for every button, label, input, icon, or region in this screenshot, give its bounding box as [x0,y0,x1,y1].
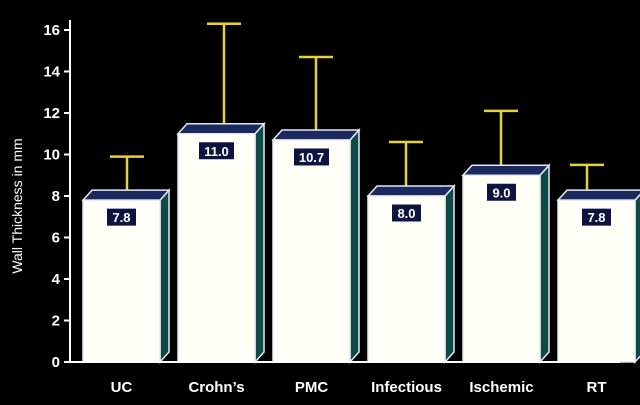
bar-side-face [159,188,170,364]
x-category-label: Crohn’s [188,379,244,396]
x-category-label: Ischemic [469,379,533,396]
bar [367,195,446,363]
y-tick-label: 0 [52,354,60,371]
bars-layer: 7.8 11.0 10.7 8.0 9.0 7.8 [81,22,640,364]
value-label: 10.7 [299,150,324,165]
y-tick-label: 14 [43,64,60,81]
value-label: 7.8 [112,210,130,225]
y-tick-label: 2 [52,313,60,330]
value-label-box [486,182,517,202]
bar [177,133,256,363]
bar-group: 7.8 [81,155,171,364]
y-tick-label: 6 [52,230,60,247]
y-ticks-layer: 0 2 4 6 8 10 12 14 16 [43,22,70,371]
bar-top-face [461,164,551,176]
bar-side-face [539,163,550,364]
x-category-label: UC [111,379,133,396]
value-label-box [106,207,137,227]
y-axis-title: Wall Thickness in mm [9,138,25,273]
bar [272,139,351,363]
value-label-box [198,141,235,161]
bar-group: 9.0 [461,109,551,364]
y-tick-label: 16 [43,22,60,39]
value-label: 9.0 [492,185,510,200]
bar [462,174,541,363]
value-label: 8.0 [397,206,415,221]
bar-top-face [176,123,266,135]
x-category-label: RT [587,379,607,396]
y-tick-label: 12 [43,105,60,122]
value-label-box [293,147,330,167]
x-category-layer: UC Crohn’s PMC Infectious Ischemic RT [111,379,607,396]
bar-top-face [366,185,456,197]
x-category-label: Infectious [371,379,442,396]
y-tick-label: 8 [52,188,60,205]
bar-group: 11.0 [176,22,266,364]
bar [557,199,636,363]
bar [82,199,161,363]
bar-side-face [444,184,455,364]
y-tick-label: 4 [52,271,61,288]
value-label-box [391,203,422,223]
bar-group: 7.8 [556,163,640,364]
bar-side-face [254,121,265,364]
value-label-box [581,207,612,227]
value-label: 7.8 [587,210,605,225]
bar-top-face [81,189,171,201]
value-label: 11.0 [204,144,229,159]
x-category-label: PMC [295,379,329,396]
y-tick-label: 10 [43,147,60,164]
bar-top-face [271,129,361,141]
bar-side-face [349,128,360,364]
bar-group: 8.0 [366,140,456,364]
bar-top-face [556,189,640,201]
bar-group: 10.7 [271,55,361,364]
